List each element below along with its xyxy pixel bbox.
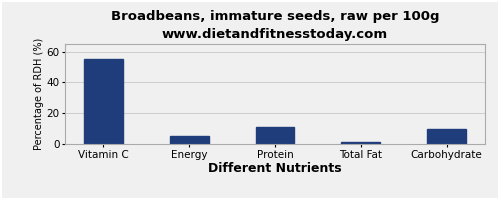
Bar (256, 127, 294, 144)
Bar (84, 59, 122, 144)
Bar (428, 129, 466, 144)
Bar (342, 142, 380, 144)
Title: Broadbeans, immature seeds, raw per 100g
www.dietandfitnesstoday.com: Broadbeans, immature seeds, raw per 100g… (111, 10, 440, 41)
Y-axis label: Percentage of RDH (%): Percentage of RDH (%) (34, 38, 43, 150)
Bar (170, 136, 208, 144)
X-axis label: Different Nutrients: Different Nutrients (208, 162, 342, 175)
